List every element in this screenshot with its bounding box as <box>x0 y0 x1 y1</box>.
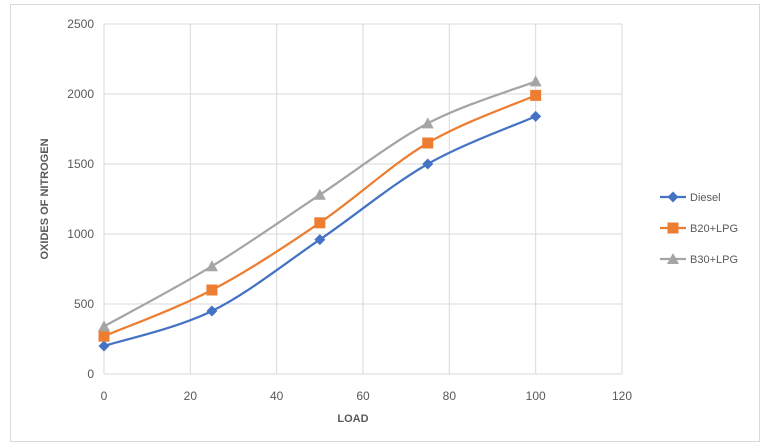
y-axis-title: OXIDES OF NITROGEN <box>39 138 51 259</box>
legend-marker-diesel <box>667 191 679 203</box>
data-point-diesel <box>314 234 326 246</box>
x-tick-label: 0 <box>101 389 108 403</box>
data-point-b20-lpg <box>422 137 434 149</box>
y-tick-label: 0 <box>87 367 94 381</box>
legend-label-b30-lpg: B30+LPG <box>690 254 738 266</box>
chart-frame <box>10 4 760 442</box>
data-point-diesel <box>98 340 110 352</box>
data-point-b30-lpg <box>529 75 542 87</box>
data-point-diesel <box>206 305 218 317</box>
y-tick-label: 1000 <box>67 227 94 241</box>
x-tick-label: 120 <box>612 389 632 403</box>
data-point-b30-lpg <box>313 188 326 200</box>
y-tick-label: 1500 <box>67 157 94 171</box>
series-line-diesel <box>103 115 537 348</box>
y-tick-label: 2500 <box>67 17 94 31</box>
x-tick-label: 20 <box>184 389 198 403</box>
x-tick-label: 40 <box>270 389 284 403</box>
series-lines <box>98 75 542 352</box>
data-point-b20-lpg <box>530 89 542 101</box>
legend: Diesel B20+LPG B30+LPG <box>660 191 738 266</box>
series-line-b30-lpg <box>103 80 537 328</box>
data-point-b30-lpg <box>205 260 218 272</box>
series-line-b20-lpg <box>103 94 537 338</box>
data-point-b30-lpg <box>421 117 434 129</box>
y-tick-label: 2000 <box>67 87 94 101</box>
x-tick-label: 60 <box>356 389 370 403</box>
data-point-diesel <box>422 158 434 170</box>
gridlines <box>103 23 623 375</box>
data-point-b30-lpg <box>98 320 110 332</box>
data-point-b20-lpg <box>98 330 110 342</box>
data-point-b20-lpg <box>206 284 218 296</box>
legend-label-b20-lpg: B20+LPG <box>690 223 738 235</box>
x-tick-label: 80 <box>443 389 457 403</box>
legend-label-diesel: Diesel <box>690 192 721 204</box>
data-point-diesel <box>530 110 542 122</box>
legend-marker-b30-lpg <box>667 253 679 264</box>
y-tick-label: 500 <box>74 297 94 311</box>
legend-marker-b20-lpg <box>667 222 679 234</box>
x-axis-title: LOAD <box>337 413 368 425</box>
data-point-b20-lpg <box>314 217 326 229</box>
x-tick-label: 100 <box>526 389 546 403</box>
tick-labels: 0 500 1000 1500 2000 2500 0 20 40 60 80 100 120 <box>67 17 632 403</box>
